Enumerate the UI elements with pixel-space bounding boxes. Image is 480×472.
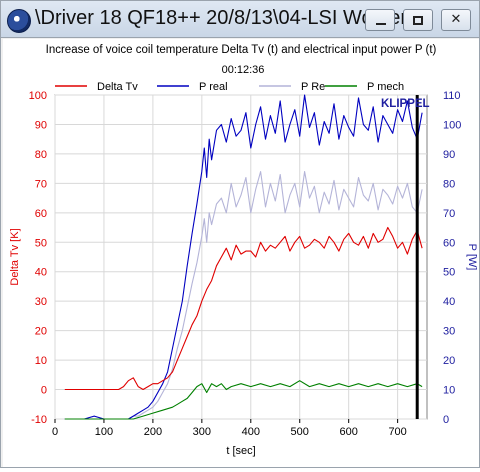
x-tick-label: 500 <box>291 426 309 438</box>
maximize-button[interactable] <box>403 9 433 31</box>
series-line-p-real <box>64 94 423 420</box>
maximize-icon <box>404 10 432 30</box>
y-right-tick-label: 90 <box>443 149 455 161</box>
y-right-tick-label: 70 <box>443 208 455 220</box>
x-tick-label: 0 <box>52 426 58 438</box>
y-right-tick-label: 110 <box>443 90 461 102</box>
y-left-tick-label: 30 <box>35 296 47 308</box>
chart-title: Increase of voice coil temperature Delta… <box>46 44 437 56</box>
chart-svg: Increase of voice coil temperature Delta… <box>9 44 478 457</box>
close-icon: ✕ <box>450 12 462 27</box>
y-left-tick-label: 60 <box>35 208 47 220</box>
chart-panel: Increase of voice coil temperature Delta… <box>3 39 479 467</box>
y-left-tick-label: 50 <box>35 237 47 249</box>
y-right-tick-label: 80 <box>443 178 455 190</box>
legend-label-1: P real <box>199 81 228 93</box>
series-line-delta-tv <box>64 226 423 391</box>
x-axis-label: t [sec] <box>226 445 255 457</box>
y-axis-right: 0 10 20 30 40 50 60 70 80 90 100 110 <box>443 90 461 426</box>
y-right-tick-label: 10 <box>443 385 455 397</box>
y-left-tick-label: 10 <box>35 355 47 367</box>
y-axis-right-label: P [W] <box>466 244 478 271</box>
x-tick-label: 700 <box>388 426 406 438</box>
close-button[interactable]: ✕ <box>441 9 471 31</box>
x-tick-label: 100 <box>95 426 113 438</box>
legend: Delta Tv P real P Re P mech <box>55 81 404 93</box>
y-right-tick-label: 40 <box>443 296 455 308</box>
minimize-button[interactable] <box>365 9 395 31</box>
legend-label-3: P mech <box>367 81 404 93</box>
y-axis-left-label: Delta Tv [K] <box>9 228 21 285</box>
x-axis: 0 100 200 300 400 500 600 700 <box>52 419 407 438</box>
y-left-tick-label: 20 <box>35 326 47 338</box>
y-left-tick-label: 40 <box>35 267 47 279</box>
x-tick-label: 600 <box>340 426 358 438</box>
minimize-icon <box>366 10 394 30</box>
legend-label-2: P Re <box>301 81 325 93</box>
legend-label-0: Delta Tv <box>97 81 138 93</box>
y-left-tick-label: -10 <box>31 414 47 426</box>
speaker-app-icon[interactable] <box>7 9 31 33</box>
y-left-tick-label: 90 <box>35 119 47 131</box>
y-right-tick-label: 20 <box>443 355 455 367</box>
x-tick-label: 400 <box>242 426 260 438</box>
x-tick-label: 300 <box>193 426 211 438</box>
window-title: \Driver 18 QF18++ 20/8/13\04-LSI Woofer.… <box>35 7 423 29</box>
y-right-tick-label: 0 <box>443 414 449 426</box>
y-left-tick-label: 70 <box>35 178 47 190</box>
brand-label: KLIPPEL <box>381 98 430 110</box>
series-group <box>64 94 423 420</box>
x-tick-label: 200 <box>144 426 162 438</box>
y-left-tick-label: 80 <box>35 149 47 161</box>
y-right-tick-label: 60 <box>443 237 455 249</box>
y-right-tick-label: 30 <box>443 326 455 338</box>
title-bar[interactable]: \Driver 18 QF18++ 20/8/13\04-LSI Woofer.… <box>1 1 479 38</box>
y-right-tick-label: 100 <box>443 119 461 131</box>
y-left-tick-label: 100 <box>29 90 47 102</box>
series-line-p-re <box>64 171 423 420</box>
plot-area <box>54 94 428 420</box>
y-axis-left: -10 0 10 20 30 40 50 60 70 80 90 100 <box>29 90 47 426</box>
y-right-tick-label: 50 <box>443 267 455 279</box>
series-line-p-mech <box>64 380 423 420</box>
y-left-tick-label: 0 <box>41 385 47 397</box>
chart-subtitle: 00:12:36 <box>222 64 265 76</box>
